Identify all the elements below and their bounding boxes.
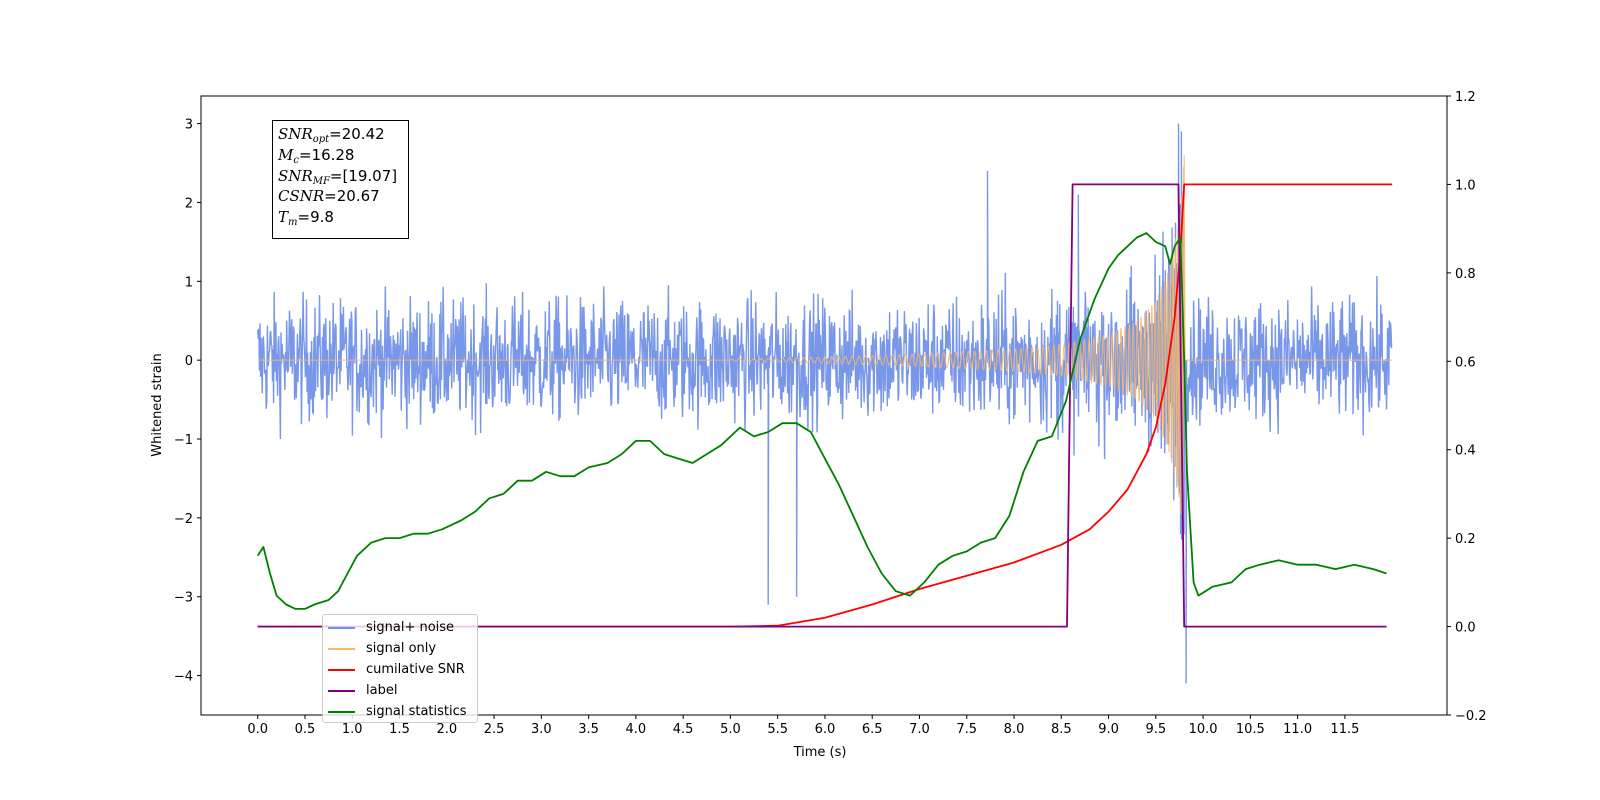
x-tick-label: 2.5: [484, 722, 505, 737]
x-tick-label: 4.5: [673, 722, 694, 737]
annotation-snr-opt: SNRopt=20.42: [278, 124, 408, 145]
y-tick-label: 1: [185, 275, 193, 290]
legend-item-signal-noise: signal+ noise: [323, 617, 477, 638]
legend-label: signal statistics: [366, 704, 467, 719]
x-tick-label: 2.0: [436, 722, 457, 737]
y2-tick-label: 0.8: [1455, 267, 1476, 282]
legend-swatch: [328, 690, 355, 692]
csnr-value: =20.67: [324, 187, 380, 206]
annotation-tm: Tm=9.8: [278, 207, 408, 228]
snr-mf-subscript: MF: [312, 175, 330, 187]
series-label: [257, 183, 1387, 628]
y-tick-label: −2: [174, 512, 193, 527]
y-tick-label: −4: [174, 670, 193, 685]
snr-opt-value: =20.42: [329, 125, 385, 143]
legend-label: label: [366, 683, 398, 698]
tm-subscript: m: [288, 217, 298, 229]
x-tick-label: 0.0: [247, 722, 268, 737]
x-tick-label: 5.5: [767, 722, 788, 737]
series-signal-noise: [257, 123, 1393, 684]
x-tick-label: 8.0: [1004, 722, 1025, 737]
y-tick-label: −1: [174, 433, 193, 448]
tm-value: =9.8: [297, 208, 334, 227]
x-tick-label: 10.0: [1189, 722, 1218, 737]
y2-tick-label: 0.0: [1455, 621, 1476, 636]
x-tick-label: 6.0: [815, 722, 836, 737]
series-signal-statistics: [256, 232, 1387, 610]
snr-mf-value: =[19.07]: [329, 166, 398, 185]
x-tick-label: 8.5: [1051, 722, 1072, 737]
snr-opt-subscript: opt: [312, 134, 330, 145]
legend-item-signal-only: signal only: [323, 638, 477, 659]
legend-item-label: label: [323, 680, 477, 701]
y-axis-left: 3 2 1 0 −1 −2 −3 −4: [174, 118, 201, 685]
legend-swatch: [328, 627, 355, 629]
mc-symbol: M: [278, 145, 294, 164]
annotation-box: SNRopt=20.42 Mc=16.28 SNRMF=[19.07] CSNR…: [272, 120, 409, 239]
x-tick-label: 5.0: [720, 722, 741, 737]
x-axis: 0.0 0.5 1.0 1.5 2.0 2.5 3.0 3.5 4.0 4.5 5.0 5.5 6.0 6…: [247, 715, 1359, 737]
y2-tick-label: −0.2: [1455, 709, 1487, 724]
x-tick-label: 0.5: [295, 722, 316, 737]
x-tick-label: 7.5: [956, 722, 977, 737]
series-signal-only: [257, 155, 1393, 543]
y2-tick-label: 0.6: [1455, 355, 1476, 370]
x-tick-label: 11.0: [1283, 722, 1312, 737]
y2-tick-label: 1.0: [1455, 178, 1476, 193]
x-tick-label: 1.5: [389, 722, 410, 737]
series-layer: [256, 123, 1393, 684]
legend-swatch: [328, 669, 355, 671]
x-tick-label: 6.5: [862, 722, 883, 737]
plot-frame: [200, 95, 1448, 716]
y-tick-label: 3: [185, 118, 193, 133]
x-axis-label: Time (s): [793, 745, 847, 760]
annotation-snr-mf: SNRMF=[19.07]: [278, 166, 408, 187]
x-tick-label: 9.0: [1098, 722, 1119, 737]
x-tick-label: 7.0: [909, 722, 930, 737]
legend-label: signal+ noise: [366, 620, 455, 635]
y-tick-label: 2: [185, 196, 193, 211]
x-tick-label: 3.5: [578, 722, 599, 737]
legend-label: signal only: [366, 641, 437, 656]
y2-tick-label: 1.2: [1455, 90, 1476, 105]
y-axis-label: Whitened strain: [150, 353, 165, 456]
legend-item-cumulative-snr: cumilative SNR: [323, 659, 477, 680]
x-tick-label: 4.0: [626, 722, 647, 737]
legend-label: cumilative SNR: [366, 662, 465, 677]
tm-symbol: T: [278, 208, 289, 227]
x-tick-label: 10.5: [1236, 722, 1265, 737]
annotation-mc: Mc=16.28: [278, 145, 408, 166]
mc-subscript: c: [293, 154, 299, 166]
mc-value: =16.28: [298, 145, 355, 164]
y2-tick-label: 0.2: [1455, 532, 1476, 547]
legend-swatch: [328, 711, 355, 713]
y-tick-label: 0: [185, 354, 193, 369]
snr-mf-symbol: SNR: [278, 166, 313, 185]
csnr-symbol: CSNR: [278, 187, 325, 206]
series-cumulative-snr: [257, 183, 1393, 628]
y-tick-label: −3: [174, 591, 193, 606]
x-tick-label: 1.0: [342, 722, 363, 737]
legend-swatch: [328, 648, 355, 650]
legend-item-signal-statistics: signal statistics: [323, 701, 477, 722]
y-axis-right: 1.2 1.0 0.8 0.6 0.4 0.2 0.0 −0.2: [1447, 90, 1487, 724]
y2-tick-label: 0.4: [1455, 444, 1476, 459]
annotation-csnr: CSNR=20.67: [278, 186, 408, 207]
x-tick-label: 3.0: [531, 722, 552, 737]
legend: signal+ noise signal only cumilative SNR…: [322, 614, 478, 723]
x-tick-label: 9.5: [1145, 722, 1166, 737]
snr-opt-symbol: SNR: [278, 125, 313, 143]
x-tick-label: 11.5: [1330, 722, 1359, 737]
